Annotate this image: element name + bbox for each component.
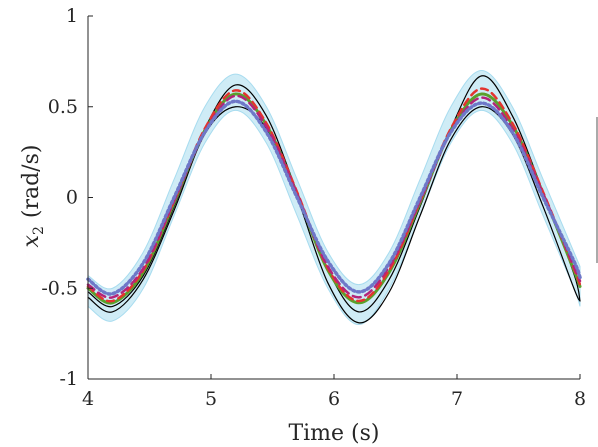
- x-tick-label: 7: [451, 388, 463, 410]
- x-tick-label: 4: [82, 388, 94, 410]
- y-tick-label: 0.5: [48, 96, 78, 118]
- y-tick-label: 1: [66, 5, 78, 27]
- y-axis-label: x2 (rad/s): [19, 145, 47, 248]
- x-tick-label: 8: [574, 388, 586, 410]
- y-tick-label: 0: [66, 187, 78, 209]
- axes-layer: [87, 16, 580, 380]
- x-tick-label: 5: [205, 388, 217, 410]
- x-tick-label: 6: [328, 388, 340, 410]
- series-layer: [86, 75, 582, 324]
- y-axis-label-subscript: 2: [31, 226, 47, 235]
- y-axis-label-symbol: x: [19, 234, 44, 247]
- ticks-layer: 4 5 6 7 8 -1 -0.5 0 0.5 1: [41, 5, 586, 410]
- y-axis-label-unit: (rad/s): [19, 145, 44, 219]
- y-tick-label: -1: [59, 368, 78, 390]
- y-tick-label: -0.5: [41, 277, 78, 299]
- series-line-6: [86, 99, 582, 296]
- x-axis-label: Time (s): [288, 421, 379, 446]
- ensemble-band: [87, 69, 581, 326]
- ensemble-band-layer: [87, 69, 581, 326]
